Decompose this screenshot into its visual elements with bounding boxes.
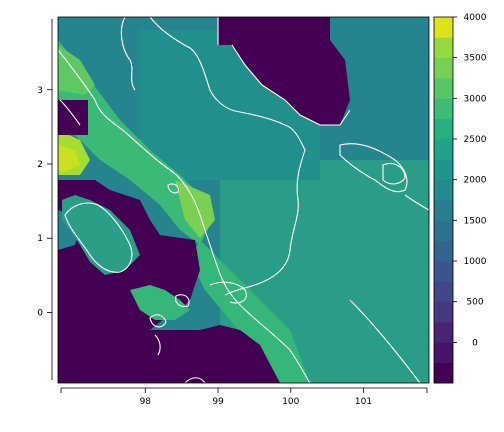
colorbar-tick-label: 2500 — [464, 135, 487, 145]
colorbar-step — [434, 179, 453, 201]
colorbar-step — [434, 78, 453, 99]
colorbar-tick-label: 1500 — [464, 216, 487, 226]
colorbar-step — [434, 362, 453, 384]
colorbar-step — [434, 240, 453, 262]
y-tick-label: 2 — [37, 160, 43, 170]
colorbar-tick-label: 3000 — [464, 94, 487, 104]
colorbar-step — [434, 220, 453, 242]
coastline-islets-south — [149, 294, 190, 356]
colorbar-step — [434, 139, 453, 160]
colorbar-step — [434, 281, 453, 303]
colorbar-step — [434, 98, 453, 120]
colorbar-step — [434, 261, 453, 282]
colorbar-step — [434, 200, 453, 221]
coastline-east-edge — [404, 194, 429, 211]
colorbar-step — [434, 118, 453, 140]
colorbar-frame — [433, 16, 454, 384]
raster-ridge-south — [190, 240, 310, 383]
colorbar-step — [434, 301, 453, 323]
colorbar-step — [434, 159, 453, 181]
raster-sea-northeast — [218, 17, 350, 125]
colorbar-step — [434, 17, 453, 38]
plot-frame — [57, 16, 430, 384]
coastline-islet-1 — [167, 183, 179, 194]
coastline-island-nias — [64, 202, 133, 273]
y-tick-label: 0 — [37, 308, 43, 318]
raster-peak-nw-core — [58, 145, 80, 172]
coastline — [58, 17, 429, 383]
x-tick-label: 100 — [282, 397, 299, 407]
coastline-southeast — [349, 299, 421, 383]
colorbar-step — [434, 322, 453, 343]
raster-sea-west-1 — [58, 100, 88, 135]
colorbar: 0 500 1000 1500 2000 2500 3000 3500 4000 — [433, 13, 487, 384]
y-tick-label: 3 — [37, 86, 43, 96]
colorbar-tick-label: 1000 — [464, 257, 487, 267]
coastline-island-east — [382, 162, 406, 185]
colorbar-tick-label: 500 — [466, 298, 483, 308]
coastline-south-inlet — [209, 281, 247, 304]
coastline-bay — [339, 143, 408, 193]
y-tick-label: 1 — [37, 234, 43, 244]
raster-island-nias — [62, 195, 140, 275]
y-axis: 0 1 2 3 — [37, 19, 53, 380]
x-tick-label: 99 — [212, 397, 224, 407]
colorbar-step — [434, 37, 453, 59]
colorbar-step — [434, 57, 453, 79]
raster-island-batu — [130, 285, 190, 320]
colorbar-tick-label: 4000 — [464, 13, 487, 23]
raster-ridge — [58, 40, 210, 245]
coastline-east — [120, 17, 306, 296]
coastline-northeast — [217, 17, 351, 126]
coastline-west — [58, 49, 311, 383]
colorbar-tick-label: 0 — [472, 338, 478, 348]
x-tick-label: 98 — [140, 397, 152, 407]
colorbar-tick-label: 3500 — [464, 54, 487, 64]
coastline-bottom — [184, 377, 206, 383]
colorbar-tick-label: 2000 — [464, 176, 487, 186]
elevation-raster — [58, 17, 429, 383]
colorbar-step — [434, 342, 453, 364]
raster-peak-central — [175, 180, 215, 238]
raster-peak-north — [58, 45, 95, 95]
x-axis: 98 99 100 101 — [60, 387, 428, 407]
coastline-northwest — [59, 99, 81, 126]
x-tick-label: 101 — [355, 397, 372, 407]
